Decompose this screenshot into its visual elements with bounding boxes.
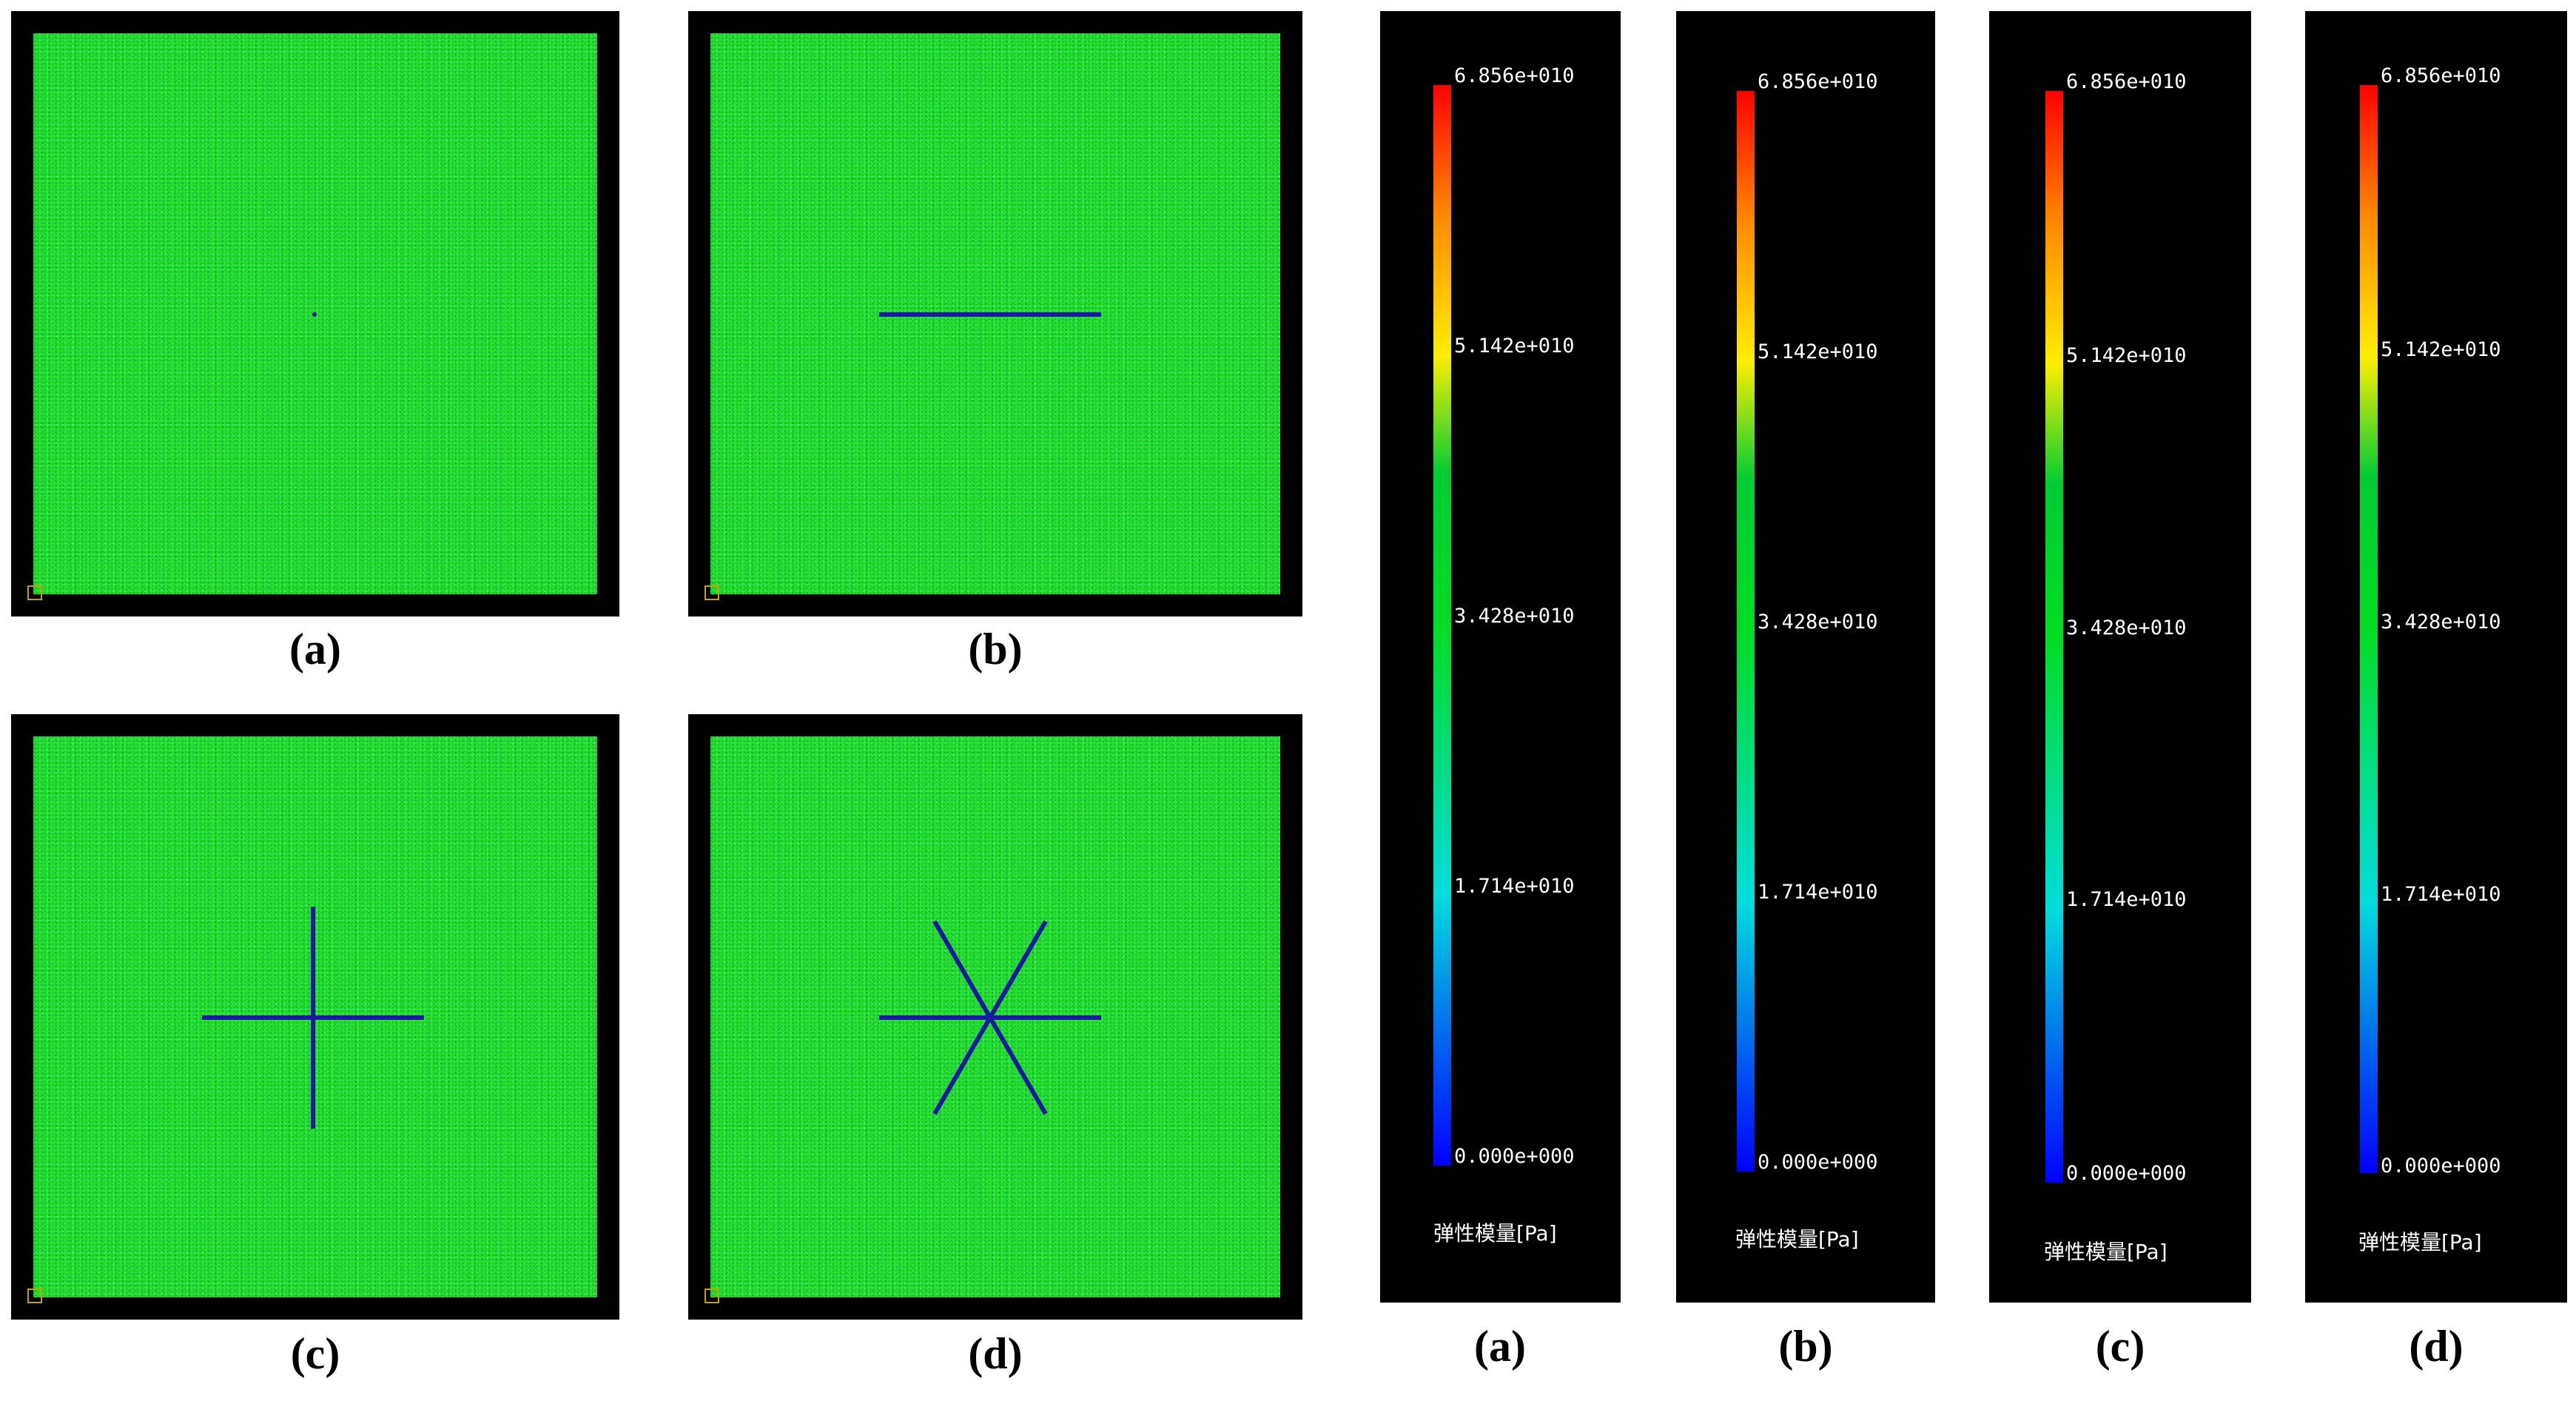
crack-star bbox=[879, 920, 1101, 1115]
crack-cross bbox=[202, 907, 424, 1129]
colorbar-legend-a: 6.856e+010 5.142e+010 3.428e+010 1.714e+… bbox=[1380, 11, 1621, 1303]
tick-label: 1.714e+010 bbox=[2066, 888, 2187, 911]
axis-icon bbox=[704, 1289, 719, 1303]
model-label-a: (a) bbox=[289, 625, 341, 673]
elastic-modulus-field bbox=[33, 736, 597, 1297]
model-panel-c bbox=[11, 714, 619, 1320]
model-panel-d bbox=[688, 714, 1302, 1320]
legend-label-d: (d) bbox=[2409, 1322, 2464, 1371]
model-panel-a bbox=[11, 11, 619, 616]
colorbar-legend-c: 6.856e+010 5.142e+010 3.428e+010 1.714e+… bbox=[1989, 11, 2251, 1303]
colorbar-unit: 弹性模量[Pa] bbox=[2044, 1240, 2168, 1264]
model-panel-b bbox=[688, 11, 1302, 616]
colorbar-gradient bbox=[1737, 91, 1755, 1172]
axis-icon bbox=[704, 585, 719, 600]
tick-label: 1.714e+010 bbox=[2381, 883, 2501, 906]
tick-label: 3.428e+010 bbox=[2381, 611, 2501, 634]
crack-line-diagonal-2 bbox=[932, 920, 1048, 1115]
colorbar-unit: 弹性模量[Pa] bbox=[2358, 1230, 2482, 1254]
tick-label: 5.142e+010 bbox=[2381, 338, 2501, 361]
elastic-modulus-field bbox=[710, 33, 1280, 594]
crack-single bbox=[879, 312, 1101, 317]
axis-icon bbox=[27, 1289, 42, 1303]
elastic-modulus-field bbox=[710, 736, 1280, 1297]
tick-label: 0.000e+000 bbox=[2066, 1162, 2187, 1185]
tick-label: 1.714e+010 bbox=[1454, 875, 1575, 898]
crack-point bbox=[312, 312, 317, 317]
axis-icon bbox=[27, 585, 42, 600]
colorbar-unit: 弹性模量[Pa] bbox=[1735, 1227, 1859, 1252]
tick-label: 5.142e+010 bbox=[2066, 344, 2187, 367]
colorbar-legend-d: 6.856e+010 5.142e+010 3.428e+010 1.714e+… bbox=[2305, 11, 2567, 1303]
model-label-d: (d) bbox=[968, 1329, 1023, 1378]
crack-none bbox=[312, 312, 317, 317]
legend-label-a: (a) bbox=[1474, 1322, 1526, 1371]
tick-label: 5.142e+010 bbox=[1454, 335, 1575, 357]
tick-label: 6.856e+010 bbox=[2381, 64, 2501, 87]
tick-label: 1.714e+010 bbox=[1758, 881, 1878, 904]
tick-label: 5.142e+010 bbox=[1758, 340, 1878, 363]
tick-label: 6.856e+010 bbox=[1758, 70, 1878, 93]
colorbar-unit: 弹性模量[Pa] bbox=[1433, 1221, 1557, 1246]
model-label-c: (c) bbox=[290, 1329, 340, 1378]
tick-label: 0.000e+000 bbox=[1454, 1145, 1575, 1168]
legend-label-b: (b) bbox=[1778, 1322, 1833, 1371]
tick-label: 6.856e+010 bbox=[2066, 70, 2187, 93]
legend-label-c: (c) bbox=[2095, 1322, 2145, 1371]
tick-label: 3.428e+010 bbox=[2066, 616, 2187, 639]
model-label-b: (b) bbox=[968, 625, 1023, 673]
colorbar-gradient bbox=[2360, 85, 2378, 1173]
tick-label: 6.856e+010 bbox=[1454, 64, 1575, 87]
colorbar-gradient bbox=[1433, 85, 1451, 1166]
tick-label: 3.428e+010 bbox=[1758, 611, 1878, 634]
tick-label: 3.428e+010 bbox=[1454, 605, 1575, 628]
tick-label: 0.000e+000 bbox=[2381, 1155, 2501, 1177]
elastic-modulus-field bbox=[33, 33, 597, 594]
colorbar-gradient bbox=[2045, 91, 2063, 1183]
tick-label: 0.000e+000 bbox=[1758, 1151, 1878, 1174]
colorbar-legend-b: 6.856e+010 5.142e+010 3.428e+010 1.714e+… bbox=[1676, 11, 1935, 1303]
